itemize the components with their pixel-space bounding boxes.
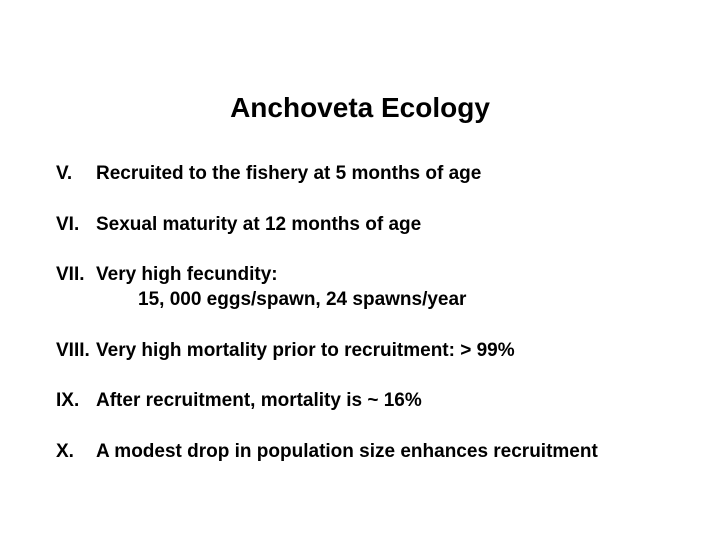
item-numeral: IX.	[56, 389, 96, 414]
item-text: A modest drop in population size enhance…	[96, 440, 664, 465]
item-numeral: VII.	[56, 263, 96, 312]
item-text: Very high mortality prior to recruitment…	[96, 339, 664, 364]
item-numeral: VIII.	[56, 339, 96, 364]
list-item: VI. Sexual maturity at 12 months of age	[56, 213, 664, 238]
item-text: Recruited to the fishery at 5 months of …	[96, 162, 664, 187]
slide: Anchoveta Ecology V. Recruited to the fi…	[0, 0, 720, 540]
list-item: IX. After recruitment, mortality is ~ 16…	[56, 389, 664, 414]
list-item: VIII. Very high mortality prior to recru…	[56, 339, 664, 364]
list-item: V. Recruited to the fishery at 5 months …	[56, 162, 664, 187]
item-numeral: VI.	[56, 213, 96, 238]
slide-title: Anchoveta Ecology	[56, 0, 664, 162]
item-text: Very high fecundity: 15, 000 eggs/spawn,…	[96, 263, 664, 312]
item-text-line1: Very high fecundity:	[96, 264, 278, 285]
bullet-list: V. Recruited to the fishery at 5 months …	[56, 162, 664, 465]
item-text: After recruitment, mortality is ~ 16%	[96, 389, 664, 414]
item-numeral: X.	[56, 440, 96, 465]
list-item: X. A modest drop in population size enha…	[56, 440, 664, 465]
item-numeral: V.	[56, 162, 96, 187]
item-text: Sexual maturity at 12 months of age	[96, 213, 664, 238]
item-text-line2: 15, 000 eggs/spawn, 24 spawns/year	[96, 288, 664, 313]
list-item: VII. Very high fecundity: 15, 000 eggs/s…	[56, 263, 664, 312]
